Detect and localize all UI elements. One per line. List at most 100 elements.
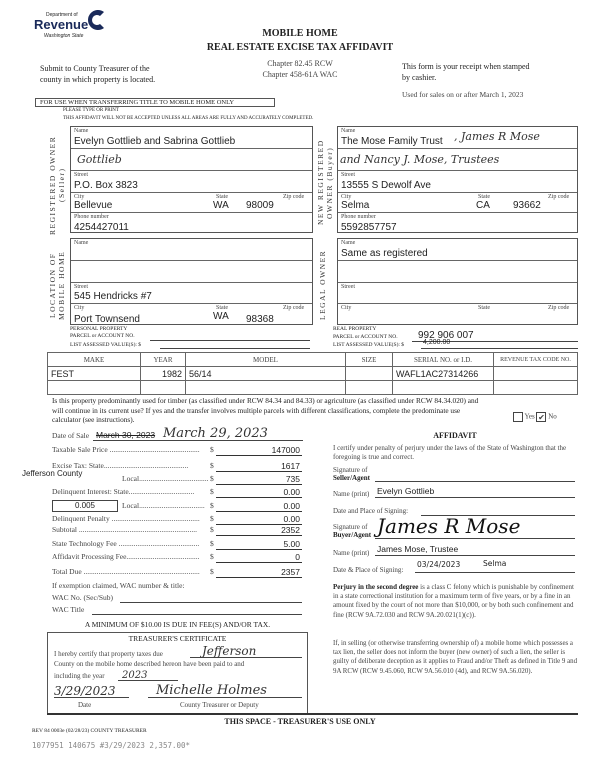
- seller-city-field[interactable]: City Bellevue State WA Zip code 98009: [71, 193, 312, 213]
- col-make: MAKE: [47, 352, 141, 367]
- dollar-sign: $: [210, 501, 214, 510]
- treasurer-date-field[interactable]: 3/29/2023: [54, 684, 129, 698]
- legal-owner-name-field[interactable]: Name Same as registered: [338, 239, 577, 261]
- fee-label: Delinquent Interest: State..............…: [52, 487, 195, 496]
- fee-value-field[interactable]: [216, 577, 302, 578]
- buyer-street-field[interactable]: Street 13555 S Dewolf Ave: [338, 171, 577, 193]
- buyer-name-print-field[interactable]: James Mose, Trustee: [375, 544, 575, 556]
- table-row: FEST 1982 56/14 WAFL1AC27314266: [47, 366, 578, 381]
- seller-date-place-field[interactable]: [421, 508, 575, 516]
- fee-value-field[interactable]: [216, 562, 302, 563]
- fee-label: State Technology Fee ...................…: [52, 539, 200, 548]
- col-tax-code: REVENUE TAX CODE NO.: [493, 352, 578, 367]
- date-of-sale-field[interactable]: March 30, 2023 March 29, 2023: [93, 426, 303, 441]
- seller-signature-field[interactable]: [375, 474, 575, 482]
- seller-signature-line[interactable]: Gottlieb: [71, 149, 312, 171]
- dollar-sign: $: [210, 461, 214, 470]
- location-name-line2[interactable]: [71, 261, 312, 283]
- buyer-name-line2[interactable]: and Nancy J. Mose, Trustees: [338, 149, 577, 171]
- divider: [47, 713, 578, 715]
- fee-label: Local...................................…: [122, 474, 208, 483]
- real-parcel-field[interactable]: 992 906 007: [412, 330, 578, 342]
- location-name-field[interactable]: Name: [71, 239, 312, 261]
- fee-value: 1617: [281, 461, 300, 471]
- fee-row: Subtotal ...............................…: [52, 523, 302, 536]
- buyer-section-label: NEW REGISTERED OWNER (Buyer): [316, 139, 334, 226]
- treasurer-year-field[interactable]: 2023: [118, 670, 178, 681]
- buyer-name-field[interactable]: Name The Mose Family Trust, James R Mose: [338, 127, 577, 149]
- fee-label: Affidavit Processing Fee................…: [52, 552, 200, 561]
- fee-value-field[interactable]: [216, 511, 302, 512]
- fee-row: Local...................................…: [122, 472, 302, 485]
- buyer-phone-field[interactable]: Phone number 5592857757: [341, 214, 397, 233]
- fee-row: Local...................................…: [122, 499, 302, 512]
- col-year: YEAR: [140, 352, 186, 367]
- seller-street-field[interactable]: Street P.O. Box 3823: [71, 171, 312, 193]
- yes-checkbox[interactable]: [513, 412, 523, 422]
- fee-value-field[interactable]: [216, 535, 302, 536]
- fee-value: 2352: [281, 525, 300, 535]
- buyer-signature-field[interactable]: James R Mose: [375, 514, 575, 539]
- fee-value-field[interactable]: [216, 455, 302, 456]
- seller-box: Name Evelyn Gottlieb and Sabrina Gottlieb…: [70, 126, 313, 233]
- real-assessed-field[interactable]: 4,200.00: [421, 339, 578, 349]
- treasurer-signature-field[interactable]: Michelle Holmes: [148, 683, 302, 698]
- fee-value: 5.00: [283, 539, 300, 549]
- col-model: MODEL: [185, 352, 346, 367]
- fee-label: Total Due ..............................…: [52, 567, 200, 576]
- affidavit-title: AFFIDAVIT: [433, 431, 477, 440]
- fee-row: State Technology Fee ...................…: [52, 537, 302, 550]
- dor-logo: Department of Revenue Washington State: [34, 8, 109, 48]
- fee-label: Local...................................: [122, 501, 205, 510]
- wac-no-field[interactable]: [120, 594, 302, 603]
- fee-row: Delinquent Penalty .....................…: [52, 512, 302, 525]
- fee-row: Delinquent Interest: State..............…: [52, 485, 302, 498]
- dollar-sign: $: [210, 552, 214, 561]
- legal-owner-city-field[interactable]: City State Zip code: [341, 305, 570, 311]
- dor-swirl-icon: [88, 10, 104, 30]
- dollar-sign: $: [210, 539, 214, 548]
- no-checkbox[interactable]: ✔: [536, 412, 547, 422]
- fee-value-field[interactable]: [216, 497, 302, 498]
- fee-value-field[interactable]: [216, 549, 302, 550]
- lien-notice: If, in selling (or otherwise transferrin…: [333, 640, 578, 675]
- seller-name-print-field[interactable]: Evelyn Gottlieb: [375, 486, 575, 498]
- form-title: MOBILE HOME: [262, 28, 338, 39]
- wac-title-field[interactable]: [92, 606, 302, 615]
- legal-owner-name-line2[interactable]: [338, 261, 577, 283]
- fee-label: Taxable Sale Price .....................…: [52, 445, 200, 454]
- form-subtitle: REAL ESTATE EXCISE TAX AFFIDAVIT: [206, 42, 394, 53]
- fee-value-field[interactable]: [216, 471, 302, 472]
- seller-name-field[interactable]: Name Evelyn Gottlieb and Sabrina Gottlieb: [71, 127, 312, 149]
- seller-phone-field[interactable]: Phone number 4254427011: [74, 214, 129, 233]
- buyer-date-place-field[interactable]: 03/24/2023 Selma: [415, 559, 575, 573]
- timber-question: Is this property predominantly used for …: [52, 396, 479, 424]
- fee-value: 0.00: [283, 514, 300, 524]
- fee-row: Affidavit Processing Fee................…: [52, 550, 302, 563]
- location-box: Name Street 545 Hendricks #7 City Port Tow…: [70, 238, 313, 325]
- location-street-field[interactable]: Street 545 Hendricks #7: [71, 283, 312, 304]
- fee-value-field[interactable]: [216, 484, 302, 485]
- col-size: SIZE: [345, 352, 393, 367]
- legal-owner-section-label: LEGAL OWNER: [318, 249, 327, 321]
- dollar-sign: $: [210, 567, 214, 576]
- timber-yes-no: Yes ✔ No: [513, 412, 557, 422]
- legal-owner-street-field[interactable]: Street: [338, 283, 577, 304]
- fee-row: Excise Tax: State.......................…: [52, 459, 302, 472]
- fee-label: Excise Tax: State.......................…: [52, 461, 189, 470]
- personal-assessed-field[interactable]: [160, 342, 310, 349]
- seller-section-label: REGISTERED OWNER (Seller): [48, 135, 66, 235]
- mobile-home-table: MAKE YEAR MODEL SIZE SERIAL NO. or I.D. …: [47, 352, 578, 395]
- location-city-field[interactable]: City Port Townsend State WA Zip code 98368: [74, 305, 305, 325]
- dollar-sign: $: [210, 487, 214, 496]
- fee-value-field[interactable]: [216, 524, 302, 525]
- fee-value: 2357: [281, 567, 300, 577]
- dollar-sign: $: [210, 474, 214, 483]
- personal-parcel-field[interactable]: [150, 334, 310, 341]
- county-name: Jefferson County: [22, 469, 83, 478]
- fee-value: 147000: [271, 445, 300, 455]
- perjury-notice: Perjury in the second degree is a class …: [333, 583, 574, 619]
- treasurer-county-field[interactable]: Jefferson: [190, 644, 302, 658]
- fee-row: Total Due ..............................…: [52, 565, 302, 578]
- buyer-city-field[interactable]: City Selma State CA Zip code 93662: [338, 193, 577, 213]
